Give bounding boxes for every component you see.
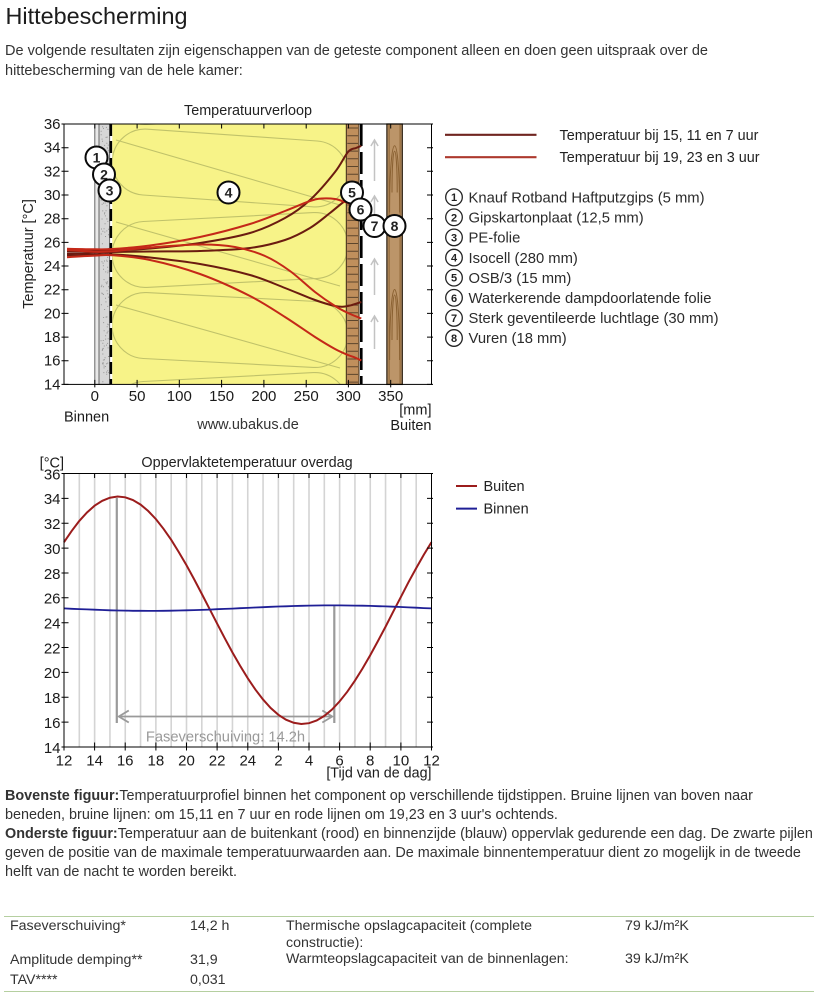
- svg-text:Oppervlaktetemperatuur overdag: Oppervlaktetemperatuur overdag: [141, 455, 352, 471]
- svg-text:22: 22: [209, 753, 226, 770]
- svg-text:22: 22: [44, 640, 61, 657]
- svg-text:6: 6: [357, 202, 365, 218]
- svg-text:14: 14: [44, 740, 61, 757]
- svg-text:24: 24: [44, 258, 61, 275]
- svg-text:1: 1: [451, 192, 457, 204]
- svg-text:1: 1: [93, 150, 101, 166]
- svg-text:2: 2: [274, 753, 282, 770]
- svg-text:50: 50: [129, 388, 146, 405]
- svg-text:150: 150: [209, 388, 234, 405]
- svg-text:Buiten: Buiten: [484, 479, 525, 495]
- svg-text:Temperatuur bij 15, 11 en 7 uu: Temperatuur bij 15, 11 en 7 uur: [560, 128, 759, 144]
- svg-text:www.ubakus.de: www.ubakus.de: [196, 417, 299, 433]
- svg-text:Waterkerende dampdoorlatende f: Waterkerende dampdoorlatende folie: [469, 291, 712, 307]
- svg-text:32: 32: [44, 516, 61, 533]
- svg-text:7: 7: [451, 313, 457, 325]
- svg-text:8: 8: [366, 753, 374, 770]
- svg-text:8: 8: [391, 218, 399, 234]
- svg-text:36: 36: [44, 116, 61, 133]
- svg-text:30: 30: [44, 187, 61, 204]
- svg-text:PE-folie: PE-folie: [469, 231, 521, 247]
- svg-text:16: 16: [44, 715, 61, 732]
- svg-text:250: 250: [294, 388, 319, 405]
- svg-text:14: 14: [44, 376, 61, 393]
- svg-text:26: 26: [44, 234, 61, 251]
- svg-text:16: 16: [117, 753, 134, 770]
- svg-text:28: 28: [44, 211, 61, 228]
- svg-text:Isocell (280 mm): Isocell (280 mm): [469, 251, 578, 267]
- svg-text:3: 3: [451, 232, 457, 244]
- svg-text:2: 2: [100, 167, 108, 183]
- svg-text:12: 12: [56, 753, 73, 770]
- svg-text:4: 4: [225, 185, 233, 201]
- svg-text:18: 18: [44, 329, 61, 346]
- svg-text:20: 20: [44, 305, 61, 322]
- svg-text:Sterk geventileerde luchtlage: Sterk geventileerde luchtlage (30 mm): [469, 311, 719, 327]
- svg-text:Gipskartonplaat (12,5 mm): Gipskartonplaat (12,5 mm): [469, 211, 644, 227]
- svg-text:Vuren (18 mm): Vuren (18 mm): [469, 331, 567, 347]
- svg-text:OSB/3 (15 mm): OSB/3 (15 mm): [469, 271, 572, 287]
- svg-text:0: 0: [91, 388, 99, 405]
- svg-text:Buiten: Buiten: [390, 418, 431, 434]
- svg-text:[°C]: [°C]: [40, 456, 64, 472]
- svg-text:14: 14: [86, 753, 103, 770]
- svg-text:[mm]: [mm]: [399, 403, 431, 419]
- svg-text:18: 18: [148, 753, 165, 770]
- svg-text:20: 20: [178, 753, 195, 770]
- svg-text:2: 2: [451, 212, 457, 224]
- svg-text:34: 34: [44, 140, 61, 157]
- svg-text:6: 6: [451, 293, 457, 305]
- svg-text:7: 7: [371, 218, 379, 234]
- svg-text:24: 24: [239, 753, 256, 770]
- svg-text:34: 34: [44, 491, 61, 508]
- svg-text:26: 26: [44, 591, 61, 608]
- svg-text:[Tijd van de dag]: [Tijd van de dag]: [326, 766, 431, 782]
- svg-text:4: 4: [451, 253, 458, 265]
- svg-text:Binnen: Binnen: [64, 410, 109, 426]
- svg-text:Binnen: Binnen: [484, 502, 529, 518]
- svg-text:Temperatuur bij 19, 23 en 3 uu: Temperatuur bij 19, 23 en 3 uur: [560, 150, 760, 166]
- svg-text:4: 4: [305, 753, 313, 770]
- svg-text:Faseverschuiving: 14.2h: Faseverschuiving: 14.2h: [146, 730, 305, 746]
- svg-text:28: 28: [44, 566, 61, 583]
- svg-text:24: 24: [44, 616, 61, 633]
- svg-text:Temperatuur [°C]: Temperatuur [°C]: [21, 199, 37, 309]
- svg-text:20: 20: [44, 665, 61, 682]
- svg-text:12: 12: [423, 753, 440, 770]
- svg-text:36: 36: [44, 466, 61, 483]
- svg-text:32: 32: [44, 163, 61, 180]
- svg-text:5: 5: [451, 273, 457, 285]
- svg-text:16: 16: [44, 353, 61, 370]
- svg-text:22: 22: [44, 282, 61, 299]
- svg-text:18: 18: [44, 690, 61, 707]
- svg-text:8: 8: [451, 333, 457, 345]
- svg-text:300: 300: [336, 388, 361, 405]
- svg-text:30: 30: [44, 541, 61, 558]
- svg-text:Temperatuurverloop: Temperatuurverloop: [184, 103, 312, 119]
- svg-text:100: 100: [167, 388, 192, 405]
- svg-text:6: 6: [335, 753, 343, 770]
- svg-text:Knauf Rotband Haftputzgips (5: Knauf Rotband Haftputzgips (5 mm): [469, 190, 705, 206]
- svg-text:10: 10: [393, 753, 410, 770]
- svg-text:5: 5: [348, 185, 356, 201]
- svg-text:3: 3: [106, 183, 114, 199]
- svg-text:200: 200: [251, 388, 276, 405]
- svg-text:350: 350: [378, 388, 403, 405]
